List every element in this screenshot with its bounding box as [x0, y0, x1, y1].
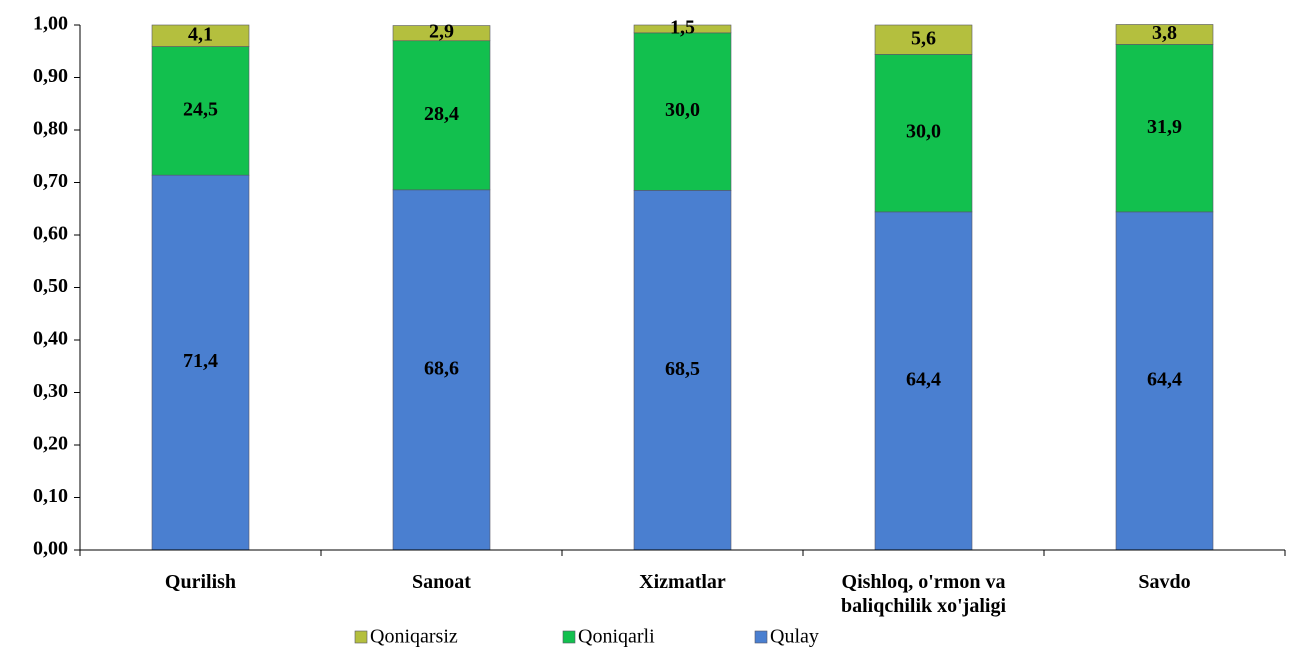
- y-tick-label: 0,10: [33, 485, 68, 507]
- data-label: 5,6: [911, 27, 936, 49]
- y-tick-label: 1,00: [33, 13, 68, 35]
- bar-segment: [874, 54, 973, 213]
- legend-swatch: [754, 630, 768, 644]
- legend-label: Qoniqarsiz: [370, 626, 458, 648]
- bar-segment: [1115, 211, 1214, 551]
- bar-segment: [1115, 24, 1214, 45]
- bar-segment: [1115, 44, 1214, 213]
- y-tick-label: 0,30: [33, 380, 68, 402]
- x-tick-label: Sanoat: [412, 571, 471, 593]
- y-tick-label: 0,90: [33, 65, 68, 87]
- bar-segment: [151, 24, 250, 47]
- data-label: 64,4: [906, 369, 941, 391]
- x-tick-label: Qishloq, o'rmon va baliqchilik xo'jaligi: [840, 571, 1007, 617]
- bar-segment: [633, 24, 732, 34]
- data-label: 1,5: [670, 17, 695, 39]
- data-label: 31,9: [1147, 116, 1182, 138]
- data-label: 3,8: [1152, 22, 1177, 44]
- data-label: 30,0: [665, 99, 700, 121]
- bar-segment: [874, 211, 973, 551]
- bar-segment: [392, 25, 491, 42]
- y-tick-label: 0,80: [33, 118, 68, 140]
- bar-segment: [874, 24, 973, 55]
- data-label: 2,9: [429, 21, 454, 43]
- data-label: 64,4: [1147, 369, 1182, 391]
- bar-segment: [151, 46, 250, 176]
- y-tick-label: 0,60: [33, 223, 68, 245]
- bar-segment: [633, 190, 732, 551]
- x-tick-label: Qurilish: [164, 571, 237, 593]
- bar-segment: [151, 174, 250, 551]
- data-label: 68,6: [424, 358, 459, 380]
- y-tick-label: 0,40: [33, 328, 68, 350]
- y-tick-label: 0,70: [33, 170, 68, 192]
- legend-swatch: [562, 630, 576, 644]
- y-tick-label: 0,50: [33, 275, 68, 297]
- data-label: 30,0: [906, 121, 941, 143]
- bar-segment: [392, 40, 491, 191]
- legend-label: Qoniqarli: [578, 626, 655, 648]
- y-tick-label: 0,20: [33, 433, 68, 455]
- x-tick-label: Xizmatlar: [639, 571, 726, 593]
- data-label: 28,4: [424, 103, 459, 125]
- bar-segment: [392, 189, 491, 551]
- data-label: 71,4: [183, 350, 218, 372]
- data-label: 24,5: [183, 98, 218, 120]
- data-label: 4,1: [188, 23, 213, 45]
- data-label: 68,5: [665, 358, 700, 380]
- legend-label: Qulay: [770, 626, 819, 648]
- bar-segment: [633, 32, 732, 191]
- x-tick-label: Savdo: [1138, 571, 1191, 593]
- legend-swatch: [354, 630, 368, 644]
- y-tick-label: 0,00: [33, 538, 68, 560]
